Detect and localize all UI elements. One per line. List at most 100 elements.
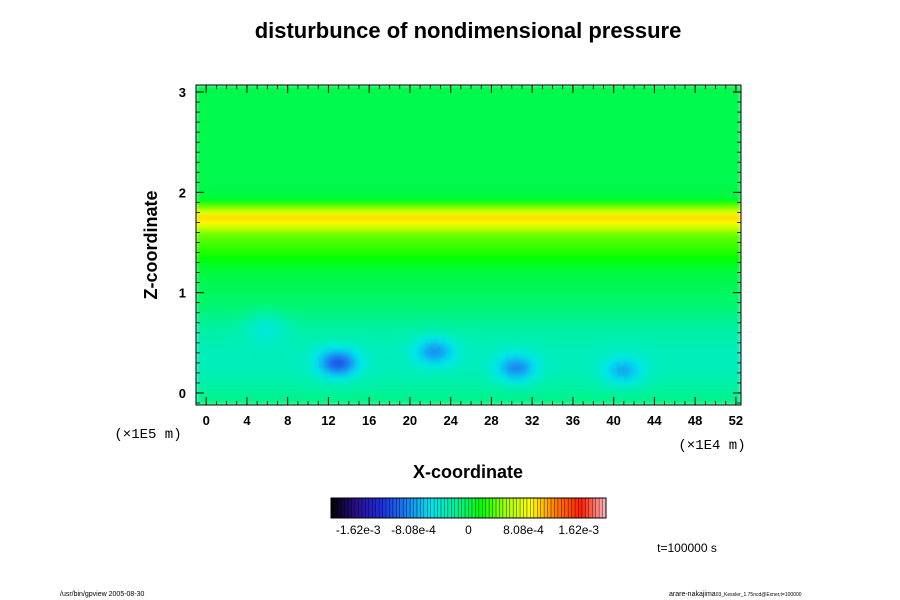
- heatmap-cell: [548, 304, 555, 311]
- heatmap-cell: [543, 294, 550, 301]
- heatmap-cell: [215, 314, 222, 321]
- heatmap-cell: [674, 254, 681, 261]
- heatmap-cell: [362, 214, 369, 221]
- heatmap-cell: [614, 239, 621, 246]
- heatmap-cell: [306, 224, 313, 231]
- heatmap-cell: [210, 349, 217, 356]
- heatmap-cell: [604, 334, 611, 341]
- heatmap-cell: [684, 299, 692, 306]
- heatmap-cell: [690, 219, 697, 226]
- heatmap-cell: [513, 309, 520, 316]
- heatmap-cell: [468, 264, 475, 271]
- heatmap-cell: [538, 299, 545, 306]
- heatmap-cell: [432, 304, 439, 311]
- heatmap-cell: [205, 309, 212, 316]
- heatmap-cell: [730, 369, 737, 376]
- heatmap-cell: [196, 234, 202, 241]
- heatmap-cell: [639, 224, 646, 231]
- heatmap-cell: [488, 244, 495, 251]
- heatmap-cell: [664, 384, 671, 391]
- heatmap-cell: [220, 214, 227, 221]
- heatmap-cell: [311, 329, 318, 336]
- heatmap-cell: [362, 269, 369, 276]
- heatmap-cell: [488, 214, 495, 221]
- heatmap-cell: [594, 319, 601, 326]
- heatmap-cell: [427, 329, 434, 336]
- heatmap-cell: [417, 329, 424, 336]
- heatmap-cell: [624, 354, 631, 361]
- heatmap-cell: [594, 374, 601, 381]
- heatmap-cell: [316, 399, 323, 405]
- heatmap-cell: [468, 209, 475, 216]
- heatmap-cell: [619, 254, 626, 261]
- heatmap-cell: [659, 244, 666, 251]
- heatmap-cell: [225, 324, 232, 331]
- heatmap-cell: [543, 334, 550, 341]
- heatmap-cell: [261, 304, 268, 311]
- heatmap-cell: [503, 389, 510, 396]
- heatmap-cell: [235, 204, 242, 211]
- heatmap-cell: [599, 179, 606, 186]
- heatmap-cell: [715, 284, 722, 291]
- heatmap-cell: [639, 399, 646, 405]
- heatmap-cell: [579, 339, 586, 346]
- heatmap-cell: [442, 199, 449, 206]
- heatmap-cell: [196, 314, 202, 321]
- heatmap-cell: [518, 399, 525, 405]
- heatmap-cell: [629, 234, 636, 241]
- heatmap-cell: [196, 274, 202, 281]
- heatmap-cell: [240, 294, 247, 301]
- heatmap-cell: [271, 209, 278, 216]
- heatmap-cell: [695, 399, 702, 405]
- heatmap-cell: [710, 204, 717, 211]
- heatmap-cell: [634, 179, 641, 186]
- heatmap-cell: [432, 264, 439, 271]
- heatmap-cell: [336, 194, 343, 201]
- heatmap-cell: [690, 234, 697, 241]
- heatmap-cell: [513, 184, 520, 191]
- heatmap-cell: [442, 314, 449, 321]
- heatmap-cell: [684, 264, 692, 271]
- heatmap-cell: [563, 269, 570, 276]
- heatmap-cell: [639, 359, 646, 366]
- heatmap-cell: [609, 274, 616, 281]
- heatmap-cell: [639, 344, 646, 351]
- heatmap-cell: [402, 189, 409, 196]
- heatmap-cell: [367, 179, 374, 186]
- heatmap-cell: [392, 284, 399, 291]
- heatmap-cell: [609, 369, 616, 376]
- heatmap-cell: [422, 359, 429, 366]
- heatmap-cell: [700, 219, 707, 226]
- heatmap-cell: [563, 284, 570, 291]
- heatmap-cell: [528, 394, 535, 401]
- heatmap-cell: [503, 209, 510, 216]
- heatmap-cell: [326, 384, 333, 391]
- heatmap-cell: [700, 289, 707, 296]
- heatmap-cell: [321, 339, 328, 346]
- heatmap-cell: [700, 234, 707, 241]
- heatmap-cell: [367, 364, 374, 371]
- heatmap-cell: [584, 214, 591, 221]
- heatmap-cell: [604, 349, 611, 356]
- heatmap-cell: [584, 359, 591, 366]
- heatmap-cell: [447, 304, 454, 311]
- heatmap-cell: [684, 379, 692, 386]
- heatmap-cell: [599, 354, 606, 361]
- heatmap-cell: [468, 254, 475, 261]
- heatmap-cell: [478, 294, 485, 301]
- heatmap-cell: [412, 314, 419, 321]
- heatmap-cell: [478, 239, 485, 246]
- heatmap-cell: [654, 379, 661, 386]
- heatmap-cell: [558, 309, 565, 316]
- heatmap-cell: [367, 214, 374, 221]
- heatmap-cell: [730, 194, 737, 201]
- heatmap-cell: [331, 364, 338, 371]
- heatmap-cell: [205, 374, 212, 381]
- heatmap-cell: [518, 339, 525, 346]
- heatmap-cell: [387, 209, 394, 216]
- heatmap-cell: [331, 249, 338, 256]
- heatmap-cell: [619, 194, 626, 201]
- heatmap-cell: [594, 209, 601, 216]
- heatmap-cell: [483, 359, 490, 366]
- heatmap-cell: [341, 389, 348, 396]
